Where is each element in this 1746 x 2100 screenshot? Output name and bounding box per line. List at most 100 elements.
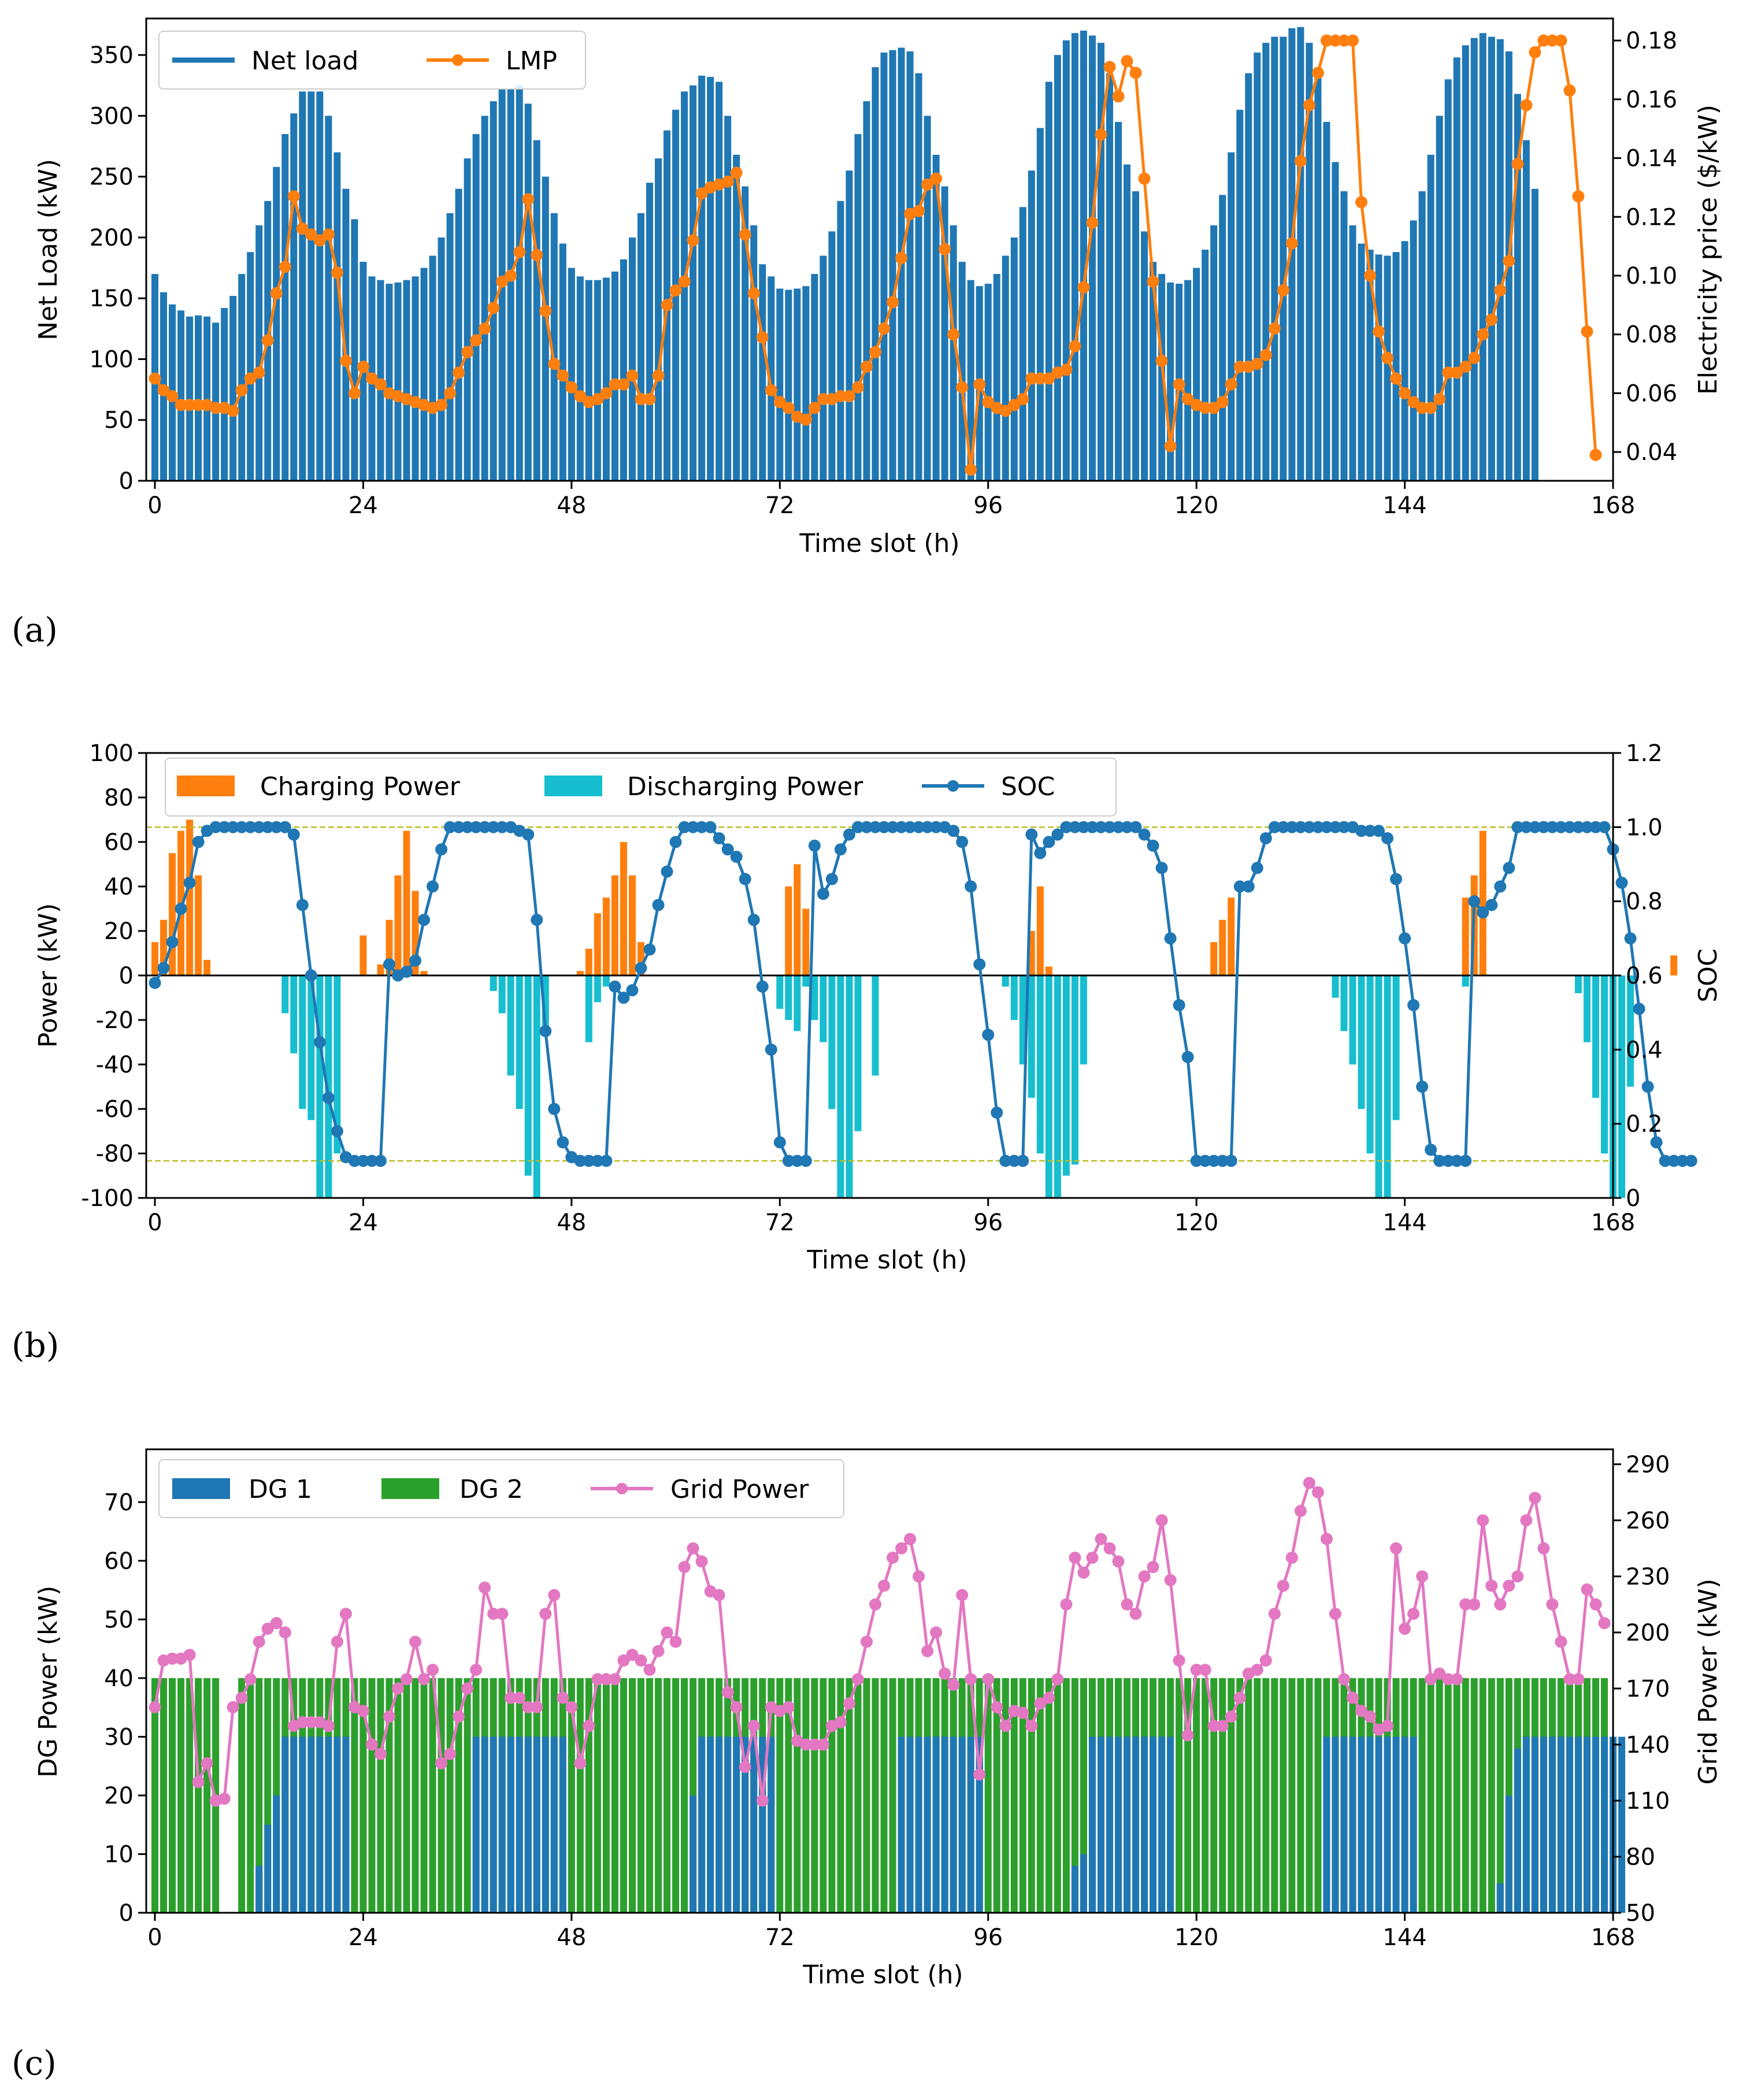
soc-point <box>322 1092 335 1104</box>
discharging-power-bar <box>1002 975 1009 987</box>
dg-2-bar <box>1470 1678 1478 1913</box>
soc-point <box>773 1136 786 1149</box>
net-load-bar <box>316 91 324 481</box>
charging-power-bar <box>195 875 202 975</box>
soc-point <box>895 821 908 833</box>
lmp-point <box>435 399 448 411</box>
soc-point <box>1112 821 1125 833</box>
grid-power-point <box>1485 1579 1498 1592</box>
lmp-point <box>496 275 509 288</box>
lmp-point <box>591 393 604 406</box>
charging-power-bar <box>576 971 584 975</box>
dg-1-bar <box>1323 1737 1330 1913</box>
soc-point <box>1373 825 1385 837</box>
lmp-point <box>1077 281 1090 294</box>
dg-2-bar <box>1036 1678 1044 1913</box>
soc-point <box>1285 821 1298 833</box>
soc-point <box>209 821 222 833</box>
dg-1-bar <box>516 1737 523 1913</box>
grid-power-point <box>548 1589 561 1601</box>
grid-power-point <box>1572 1673 1585 1686</box>
lmp-point <box>1225 378 1237 391</box>
y2-tick-label: 200 <box>1626 1620 1670 1646</box>
lmp-point <box>626 369 639 382</box>
grid-power-point <box>1337 1673 1350 1686</box>
soc-point <box>1659 1155 1671 1167</box>
grid-power-point <box>947 1678 960 1691</box>
soc-point <box>261 821 274 833</box>
discharging-power-bar <box>524 975 532 1176</box>
legend-marker-grid-power <box>616 1483 628 1494</box>
soc-point <box>1381 832 1394 845</box>
net-load-bar <box>438 237 445 481</box>
lmp-point <box>339 354 352 367</box>
discharging-power-bar <box>1062 975 1070 1176</box>
dg-1-bar <box>507 1737 514 1913</box>
dg-2-bar <box>846 1678 853 1913</box>
grid-power-point <box>869 1598 881 1611</box>
soc-point <box>418 914 431 926</box>
lmp-point <box>617 378 630 391</box>
soc-point <box>1043 836 1055 848</box>
dg-1-bar <box>768 1737 775 1913</box>
discharging-power-bar <box>281 975 289 1014</box>
lmp-point <box>1181 393 1194 406</box>
grid-power-point <box>322 1720 335 1732</box>
dg-2-bar <box>1028 1678 1035 1913</box>
net-load-bar <box>611 271 618 481</box>
lmp-point <box>965 463 977 476</box>
soc-point <box>782 1155 795 1167</box>
soc-point <box>1294 821 1307 833</box>
lmp-point <box>522 193 535 206</box>
net-load-bar <box>1323 121 1330 481</box>
panel-b-y2-axis-title: SOC <box>1693 948 1723 1002</box>
soc-point <box>1520 821 1533 833</box>
y2-tick-label: 0 <box>1626 1185 1640 1212</box>
net-load-bar <box>1384 255 1391 481</box>
soc-point <box>1641 1081 1654 1093</box>
net-load-bar <box>707 77 714 481</box>
soc-point <box>157 962 170 974</box>
dg-1-bar <box>481 1737 488 1913</box>
grid-power-point <box>235 1691 248 1704</box>
grid-power-point <box>253 1635 265 1648</box>
charging-power-bar <box>1228 897 1235 975</box>
net-load-bar <box>1114 121 1122 481</box>
grid-power-point <box>843 1697 855 1710</box>
soc-point <box>843 828 855 841</box>
dg-1-bar <box>316 1737 324 1913</box>
grid-power-point <box>357 1705 369 1717</box>
dg-1-bar <box>1540 1737 1547 1913</box>
charging-power-bar <box>1036 886 1044 975</box>
discharging-power-bar <box>1340 975 1348 1032</box>
lmp-point <box>183 399 196 411</box>
soc-point <box>522 828 535 841</box>
grid-power-point <box>1173 1654 1185 1667</box>
grid-power-point <box>1346 1691 1359 1704</box>
grid-power-point <box>470 1664 483 1676</box>
discharging-power-bar <box>1349 975 1356 1064</box>
discharging-power-bar <box>1071 975 1078 1165</box>
discharging-power-bar <box>1054 975 1061 1198</box>
dg-2-bar <box>576 1678 584 1913</box>
net-load-bar <box>1271 36 1278 481</box>
lmp-point <box>973 378 986 391</box>
soc-point <box>825 873 838 885</box>
x-tick-label: 72 <box>765 492 795 519</box>
y2-tick-label: 0.12 <box>1626 204 1677 231</box>
lmp-point <box>453 366 465 379</box>
lmp-point <box>1485 313 1498 326</box>
lmp-point <box>1511 158 1524 170</box>
panel-c-x-axis-title: Time slot (h) <box>802 1960 963 1990</box>
net-load-bar <box>325 116 332 481</box>
y-tick-label: 0 <box>119 1900 134 1927</box>
y2-tick-label: 0.06 <box>1626 380 1677 407</box>
grid-power-point <box>887 1552 899 1564</box>
grid-power-point <box>1277 1579 1289 1592</box>
grid-power-point <box>799 1738 812 1751</box>
dg-1-bar <box>273 1795 280 1913</box>
lmp-point <box>1459 361 1472 373</box>
net-load-bar <box>1375 254 1382 481</box>
grid-power-point <box>1077 1566 1090 1579</box>
dg-1-bar <box>1557 1737 1565 1913</box>
